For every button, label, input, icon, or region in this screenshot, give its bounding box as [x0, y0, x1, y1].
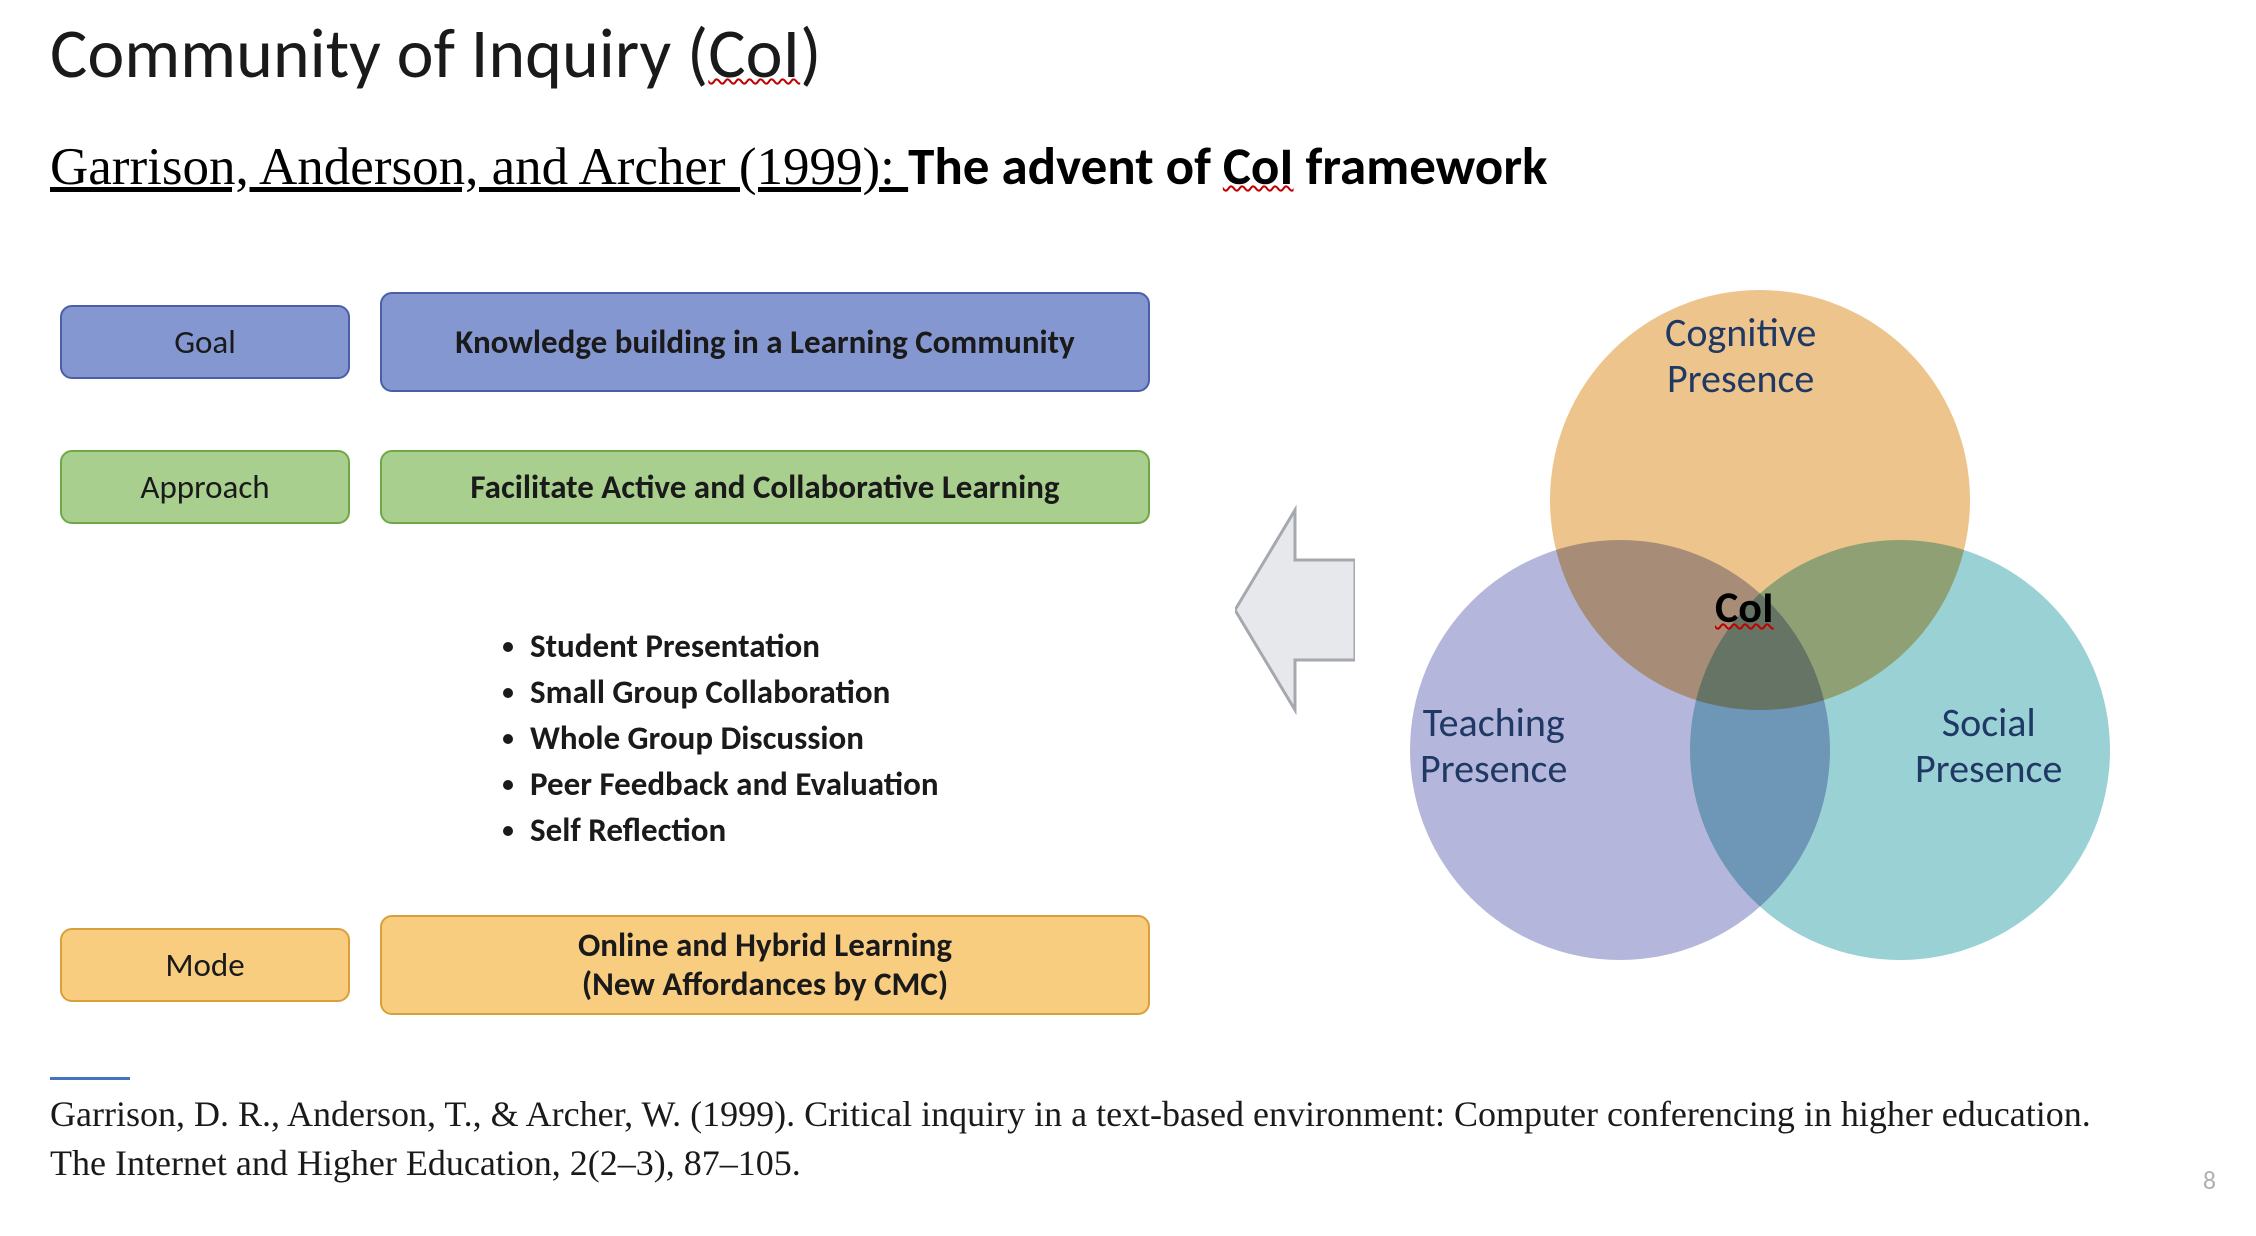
venn-label-2: Social Presence [1915, 700, 2062, 792]
subtitle-bold-coi: CoI [1223, 135, 1294, 199]
title-coi: CoI [708, 10, 800, 96]
title-post: ) [800, 10, 821, 96]
citation: Garrison, D. R., Anderson, T., & Archer,… [50, 1090, 2150, 1187]
slide-title: Community of Inquiry (CoI) [50, 10, 821, 96]
bullet-item-2: Whole Group Discussion [530, 718, 939, 758]
subtitle: Garrison, Anderson, and Archer (1999): T… [50, 135, 1548, 199]
bullet-item-4: Self Reflection [530, 810, 939, 850]
citation-divider [50, 1077, 130, 1080]
bullets-list: Student Presentation Small Group Collabor… [490, 626, 939, 850]
page-number: 8 [2203, 1164, 2216, 1196]
venn-diagram: Cognitive Presence Teaching Presence Socia… [1360, 290, 2160, 1010]
bullet-item-1: Small Group Collaboration [530, 672, 939, 712]
venn-label-0: Cognitive Presence [1665, 310, 1816, 402]
slide: { "title": {"pre": "Community of Inquiry… [0, 0, 2256, 1236]
title-pre: Community of Inquiry ( [50, 10, 708, 96]
row-text-1: Facilitate Active and Collaborative Lear… [380, 450, 1150, 524]
bullets: Student Presentation Small Group Collabor… [490, 620, 939, 856]
subtitle-bold-post: framework [1294, 135, 1548, 199]
venn-label-1: Teaching Presence [1420, 700, 1567, 792]
bullet-item-0: Student Presentation [530, 626, 939, 666]
row-text-0: Knowledge building in a Learning Communi… [380, 292, 1150, 392]
subtitle-bold-pre: The advent of [908, 135, 1223, 199]
row-label-2: Mode [60, 928, 350, 1002]
bullet-item-3: Peer Feedback and Evaluation [530, 764, 939, 804]
venn-center-label: CoI [1715, 580, 1774, 634]
arrow-left-icon [1235, 480, 1355, 745]
subtitle-authors: Garrison, Anderson, and Archer (1999): [50, 138, 908, 196]
row-label-1: Approach [60, 450, 350, 524]
row-text-2: Online and Hybrid Learning (New Affordan… [380, 915, 1150, 1015]
row-label-0: Goal [60, 305, 350, 379]
